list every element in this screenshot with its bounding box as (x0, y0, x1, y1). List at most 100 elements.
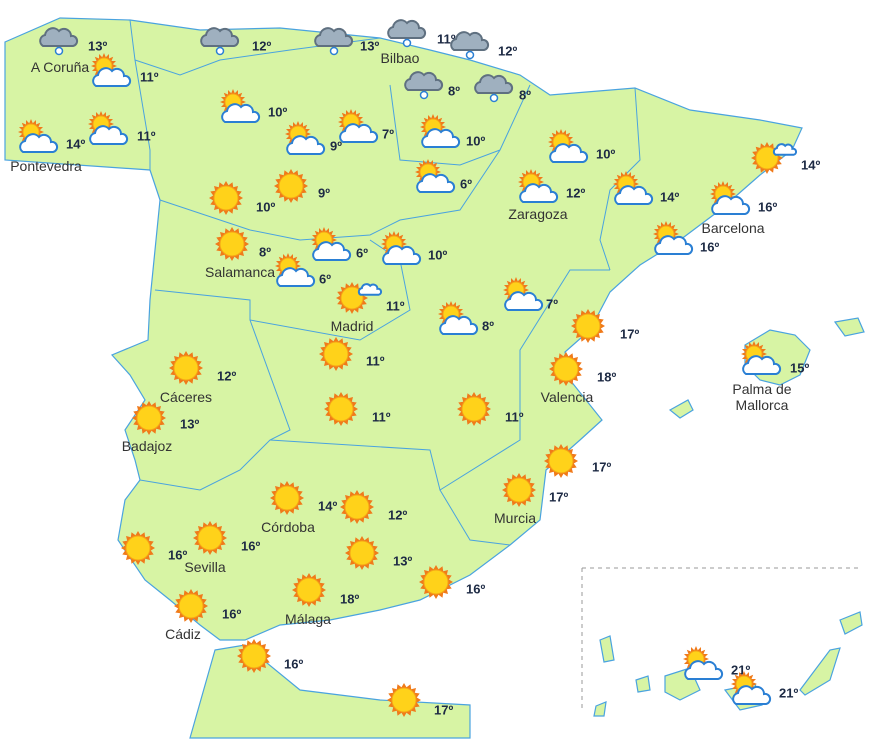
temperature: 8º (482, 318, 494, 333)
rain-drop (329, 46, 339, 56)
ibiza (668, 399, 694, 419)
weather-icon (292, 573, 326, 607)
weather-icon (88, 111, 129, 145)
weather-icon (549, 352, 583, 386)
city-label: Barcelona (701, 220, 765, 236)
temperature: 16º (700, 239, 719, 254)
weather-icon (324, 392, 358, 426)
cloud (92, 67, 132, 87)
sun (755, 146, 779, 170)
city-label: Murcia (493, 510, 537, 526)
temperature: 16º (284, 656, 303, 671)
cloud (684, 660, 724, 680)
temperature: 17º (620, 326, 639, 341)
temperature: 17º (434, 702, 453, 717)
temperature: 10º (466, 133, 485, 148)
cloud (387, 19, 427, 39)
sun (197, 525, 223, 551)
temperature: 8º (448, 83, 460, 98)
cloud (549, 143, 589, 163)
weather-icon (710, 181, 751, 215)
temperature: 16º (241, 538, 260, 553)
temperature: 12º (217, 368, 236, 383)
cloud (416, 173, 456, 193)
island (799, 647, 841, 696)
temperature: 13º (393, 553, 412, 568)
region-border (439, 489, 511, 546)
temperature: 18º (340, 591, 359, 606)
cloud (357, 283, 383, 296)
rain-drop (419, 90, 429, 100)
cloud (221, 103, 261, 123)
rain-drop (489, 93, 499, 103)
weather-icon (174, 589, 208, 623)
rain-drop (215, 46, 225, 56)
temperature: 10º (268, 104, 287, 119)
weather-icon (200, 27, 240, 56)
weather-icon (237, 639, 271, 673)
weather-icon (91, 53, 132, 87)
island (635, 675, 651, 693)
city-label: Pontevedra (10, 158, 82, 174)
sun (178, 593, 204, 619)
cloud (614, 185, 654, 205)
temperature: 6º (319, 271, 331, 286)
island (839, 611, 863, 635)
weather-icon (336, 282, 383, 314)
temperature: 13º (88, 38, 107, 53)
temperature: 11º (137, 128, 156, 143)
temperature: 13º (180, 416, 199, 431)
cloud (742, 355, 782, 375)
weather-icon (450, 31, 490, 60)
sun (323, 341, 349, 367)
weather-icon (548, 129, 589, 163)
weather-icon (518, 169, 559, 203)
weather-icon (311, 227, 352, 261)
weather-icon (503, 277, 544, 311)
cloud (200, 27, 240, 47)
weather-icon (274, 169, 308, 203)
weather-icon (209, 181, 243, 215)
temperature: 17º (592, 459, 611, 474)
ceuta-melilla (189, 644, 471, 739)
city-label: Zaragoza (508, 206, 568, 222)
temperature: 6º (356, 245, 368, 260)
sun (278, 173, 304, 199)
region-border (269, 269, 610, 491)
sun (423, 569, 449, 595)
city-label: Cáceres (159, 389, 213, 405)
cloud (772, 143, 798, 156)
temperature: 11º (372, 409, 391, 424)
city-label: Bilbao (380, 50, 420, 66)
cloud (439, 315, 479, 335)
cloud (312, 241, 352, 261)
cloud (286, 135, 326, 155)
temperature: 7º (546, 296, 558, 311)
weather-icon (121, 531, 155, 565)
weather-icon (220, 89, 261, 123)
temperature: 15º (790, 360, 809, 375)
weather-icon (653, 221, 694, 255)
weather-icon (340, 490, 374, 524)
temperature: 8º (259, 244, 271, 259)
sun (553, 356, 579, 382)
cloud (404, 71, 444, 91)
cloud (711, 195, 751, 215)
sun (344, 494, 370, 520)
sun (548, 448, 574, 474)
temperature: 11º (505, 409, 524, 424)
temperature: 14º (801, 157, 820, 172)
region-border (599, 87, 641, 271)
city-label: Salamanca (204, 264, 276, 280)
sun (575, 313, 601, 339)
city-label: Badajoz (121, 438, 173, 454)
sun (136, 405, 162, 431)
temperature: 16º (466, 581, 485, 596)
weather-icon (404, 71, 444, 100)
cloud (474, 74, 514, 94)
sun (328, 396, 354, 422)
weather-icon (319, 337, 353, 371)
cloud (39, 27, 79, 47)
temperature: 12º (498, 43, 517, 58)
